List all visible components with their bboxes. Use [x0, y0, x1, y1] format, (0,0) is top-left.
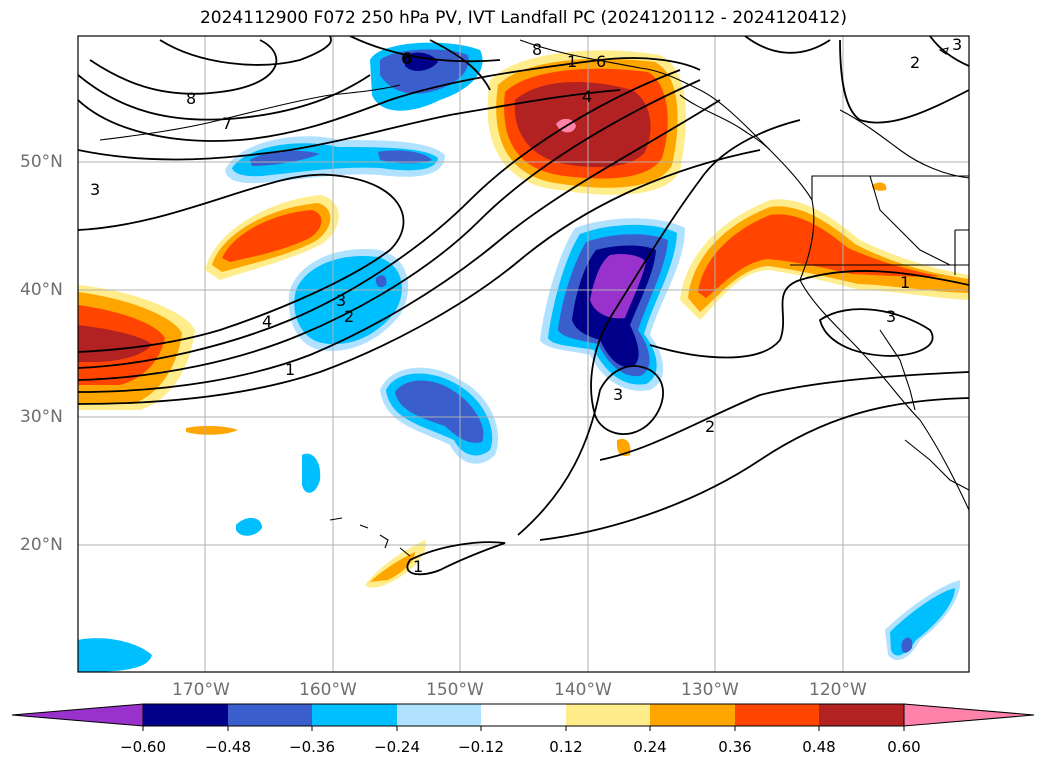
colorbar-segment — [481, 704, 566, 726]
colorbar-extend-min — [11, 703, 144, 727]
contour-label: 2 — [910, 53, 920, 72]
contour-label: 8 — [186, 89, 196, 108]
contour-label: 6 — [596, 52, 606, 71]
contour-label: 3 — [613, 385, 623, 404]
colorbar-extend-max — [903, 703, 1035, 727]
colorbar-tick-label: −0.36 — [289, 738, 335, 756]
contour-label: 2 — [344, 307, 354, 326]
graticule — [78, 36, 969, 672]
contour-labels: 8 7 6 1 6 4 2 3 4 3 2 1 3 2 1 3 1 3 6 8 — [90, 35, 962, 576]
colorbar-tick-label: 0.36 — [718, 738, 752, 756]
colorbar-tick-label: 0.24 — [633, 738, 667, 756]
contour-label: 4 — [262, 312, 272, 331]
colorbar-tick-label: −0.24 — [374, 738, 420, 756]
lon-tick-label: 140°W — [554, 680, 612, 700]
lon-tick-label: 160°W — [299, 680, 357, 700]
shading-layer — [78, 42, 969, 672]
colorbar-segment — [819, 704, 904, 726]
map-frame — [77, 35, 970, 673]
lon-tick-label: 150°W — [426, 680, 484, 700]
colorbar-segment — [143, 704, 228, 726]
contour-label: 4 — [582, 87, 592, 106]
lat-tick-label: 40°N — [20, 280, 63, 300]
contour-label: 6 — [402, 49, 412, 68]
colorbar-segment — [312, 704, 397, 726]
colorbar-tick-label: 0.48 — [802, 738, 836, 756]
colorbar-tick-label: −0.12 — [458, 738, 504, 756]
contour-label: 2 — [705, 417, 715, 436]
contour-label: 3 — [952, 35, 962, 54]
contour-label: 1 — [900, 273, 910, 292]
colorbar — [11, 703, 1035, 731]
colorbar-segment — [735, 704, 819, 726]
lat-tick-label: 50°N — [20, 152, 63, 172]
contour-label: 7 — [222, 114, 232, 133]
contour-label: 1 — [413, 557, 423, 576]
colorbar-tick-label: 0.60 — [887, 738, 921, 756]
lon-tick-label: 130°W — [681, 680, 739, 700]
lat-tick-label: 30°N — [20, 407, 63, 427]
map-area: 8 7 6 1 6 4 2 3 4 3 2 1 3 2 1 3 1 3 6 8 — [78, 35, 969, 672]
contour-label: 3 — [90, 180, 100, 199]
contour-label: 6 — [401, 49, 411, 68]
colorbar-segment — [566, 704, 650, 726]
contour-label: 3 — [886, 307, 896, 326]
contour-label: 1 — [285, 360, 295, 379]
colorbar-tick-label: 0.12 — [549, 738, 583, 756]
lon-tick-label: 170°W — [172, 680, 230, 700]
colorbar-tick-label: −0.48 — [205, 738, 251, 756]
colorbar-segment — [650, 704, 735, 726]
contour-label: 3 — [336, 291, 346, 310]
colorbar-tick-label: −0.60 — [120, 738, 166, 756]
colorbar-segment — [228, 704, 312, 726]
ivt-contours — [78, 36, 969, 576]
lon-tick-label: 120°W — [809, 680, 867, 700]
colorbar-segment — [397, 704, 481, 726]
contour-label: 1 — [567, 52, 577, 71]
lat-tick-label: 20°N — [20, 535, 63, 555]
contour-label: 8 — [532, 40, 542, 59]
coastlines — [99, 39, 969, 557]
map-title: 2024112900 F072 250 hPa PV, IVT Landfall… — [199, 8, 847, 28]
